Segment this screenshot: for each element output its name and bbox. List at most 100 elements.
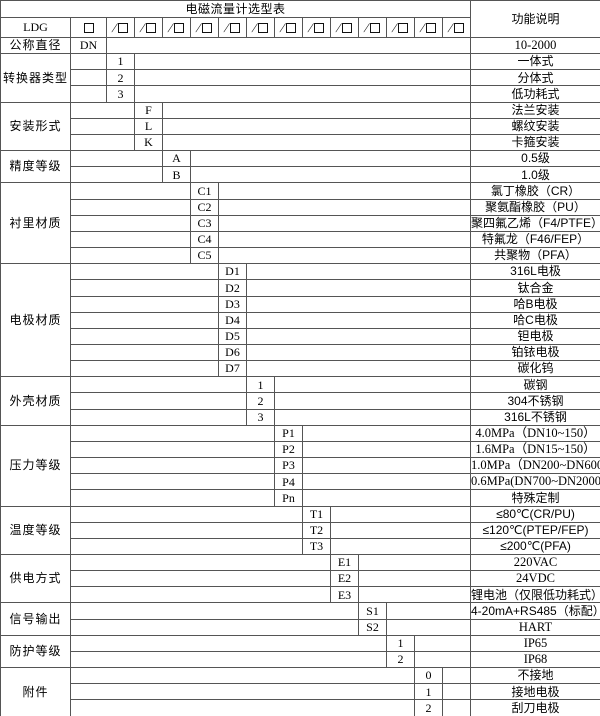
model-box-slashed-1[interactable]: / — [106, 17, 135, 38]
code-cell[interactable]: B — [162, 166, 191, 184]
model-box-slashed-9[interactable]: / — [330, 17, 359, 38]
code-cell[interactable]: D5 — [218, 327, 247, 345]
model-box-plain[interactable] — [70, 17, 107, 38]
code-cell[interactable]: 1 — [414, 683, 443, 701]
code-cell[interactable]: P2 — [274, 440, 303, 459]
code-box[interactable] — [453, 22, 464, 33]
code-cell[interactable]: C4 — [190, 230, 219, 249]
code-cell[interactable]: A — [162, 150, 191, 168]
spacer-cell-right — [442, 667, 471, 685]
code-cell[interactable]: T3 — [302, 537, 331, 556]
spacer-cell-left — [70, 424, 275, 442]
code-cell[interactable]: 2 — [414, 699, 443, 716]
code-cell[interactable]: L — [134, 117, 163, 135]
code-cell[interactable]: E1 — [330, 553, 359, 572]
code-box[interactable] — [173, 22, 184, 33]
spacer-cell-right — [302, 473, 471, 491]
spacer-cell-left — [70, 553, 331, 572]
table-row: C3 聚四氟乙烯（F4/PTFE） — [1, 214, 600, 232]
code-cell[interactable]: 3 — [246, 408, 275, 426]
code-cell[interactable]: K — [134, 133, 163, 152]
spacer-cell-right — [358, 586, 471, 604]
code-cell[interactable]: P1 — [274, 424, 303, 442]
code-cell[interactable]: T1 — [302, 505, 331, 523]
code-cell[interactable]: 3 — [106, 85, 135, 103]
code-cell[interactable]: S1 — [358, 602, 387, 620]
table-row: L 螺纹安装 — [1, 117, 600, 135]
code-box[interactable] — [313, 22, 324, 33]
table-row: Pn 特殊定制 — [1, 489, 600, 507]
code-cell[interactable]: C3 — [190, 214, 219, 232]
table-row: D3 哈B电极 — [1, 295, 600, 313]
model-box-slashed-6[interactable]: / — [246, 17, 275, 38]
code-cell[interactable]: DN — [70, 36, 107, 55]
code-cell[interactable]: C2 — [190, 198, 219, 216]
model-box-slashed-12[interactable]: / — [414, 17, 443, 38]
description-cell: 氯丁橡胶（CR） — [470, 182, 600, 200]
table-row: 3 低功耗式 — [1, 85, 600, 103]
code-cell[interactable]: 1 — [106, 53, 135, 71]
code-cell[interactable]: D2 — [218, 279, 247, 297]
spacer-cell-right — [414, 650, 471, 669]
spacer-cell-right — [218, 198, 471, 216]
table-row: B 1.0级 — [1, 166, 600, 184]
code-cell[interactable]: F — [134, 101, 163, 119]
code-box[interactable] — [201, 22, 212, 33]
code-box[interactable] — [257, 22, 268, 33]
code-box[interactable] — [229, 22, 240, 33]
table-row: K 卡箍安装 — [1, 133, 600, 152]
table-row: E3 锂电池（仅限低功耗式） — [1, 586, 600, 604]
spacer-cell-left — [70, 360, 219, 378]
parameter-name: 压力等级 — [0, 424, 71, 507]
model-box-slashed-5[interactable]: / — [218, 17, 247, 38]
spacer-cell-right — [414, 634, 471, 652]
code-cell[interactable]: 2 — [106, 69, 135, 87]
code-cell[interactable]: P4 — [274, 473, 303, 491]
description-cell: 特氟龙（F46/FEP） — [470, 230, 600, 249]
code-cell[interactable]: 2 — [386, 650, 415, 669]
code-cell[interactable]: 1 — [386, 634, 415, 652]
code-cell[interactable]: 1 — [246, 376, 275, 394]
code-box[interactable] — [117, 22, 128, 33]
model-box-slashed-2[interactable]: / — [134, 17, 163, 38]
code-box[interactable] — [369, 22, 380, 33]
model-box-slashed-11[interactable]: / — [386, 17, 415, 38]
code-cell[interactable]: D6 — [218, 343, 247, 362]
code-cell[interactable]: T2 — [302, 521, 331, 539]
table-row: 2 刮刀电极 — [1, 699, 600, 716]
table-row: 公称直径 DN 10-2000 — [0, 36, 600, 55]
code-box[interactable] — [341, 22, 352, 33]
code-box[interactable] — [145, 22, 156, 33]
code-box[interactable] — [397, 22, 408, 33]
code-box[interactable] — [285, 22, 296, 33]
model-box-slashed-4[interactable]: / — [190, 17, 219, 38]
table-row: 1 接地电极 — [1, 683, 600, 701]
code-cell[interactable]: Pn — [274, 489, 303, 507]
code-cell[interactable]: P3 — [274, 457, 303, 475]
code-cell[interactable]: 2 — [246, 392, 275, 410]
code-cell[interactable]: D3 — [218, 295, 247, 313]
model-box-slashed-13[interactable]: / — [442, 17, 471, 38]
code-cell[interactable]: C5 — [190, 247, 219, 265]
code-cell[interactable]: D7 — [218, 360, 247, 378]
code-cell[interactable]: D4 — [218, 311, 247, 329]
spacer-cell-right — [246, 327, 471, 345]
spacer-cell-right — [442, 699, 471, 716]
description-cell: 法兰安装 — [470, 101, 600, 119]
code-cell[interactable]: E3 — [330, 586, 359, 604]
model-box-slashed-8[interactable]: / — [302, 17, 331, 38]
code-cell[interactable]: E2 — [330, 570, 359, 588]
code-box[interactable] — [83, 22, 94, 33]
description-cell: 不接地 — [470, 667, 600, 685]
code-cell[interactable]: D1 — [218, 263, 247, 281]
model-box-slashed-10[interactable]: / — [358, 17, 387, 38]
code-cell[interactable]: C1 — [190, 182, 219, 200]
code-box[interactable] — [425, 22, 436, 33]
code-cell[interactable]: 0 — [414, 667, 443, 685]
code-cell[interactable]: S2 — [358, 618, 387, 636]
spacer-cell-left — [70, 69, 107, 87]
model-box-slashed-7[interactable]: / — [274, 17, 303, 38]
description-cell: 一体式 — [470, 53, 600, 71]
model-box-slashed-3[interactable]: / — [162, 17, 191, 38]
